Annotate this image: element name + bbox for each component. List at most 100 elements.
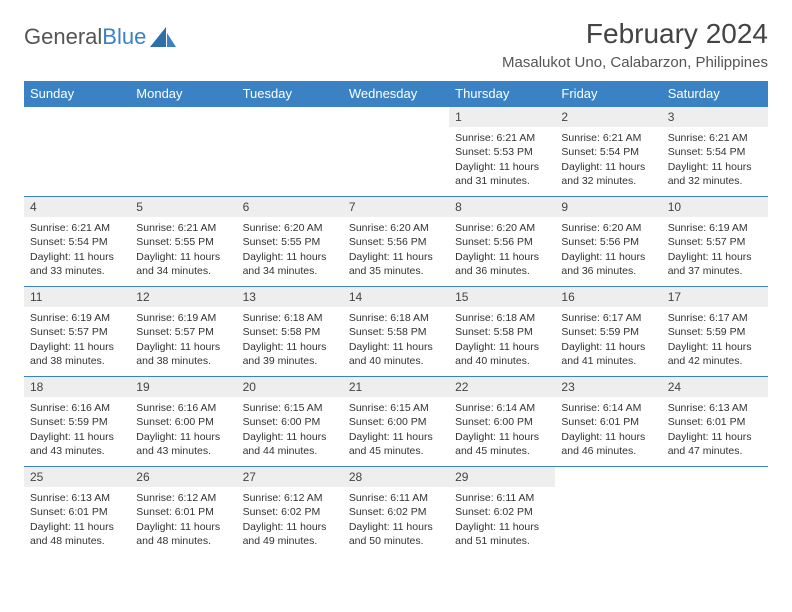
- calendar-day-cell: 4Sunrise: 6:21 AMSunset: 5:54 PMDaylight…: [24, 197, 130, 287]
- day-number: 7: [343, 197, 449, 217]
- sunrise-text: Sunrise: 6:21 AM: [668, 131, 762, 145]
- calendar-day-cell: 5Sunrise: 6:21 AMSunset: 5:55 PMDaylight…: [130, 197, 236, 287]
- calendar-day-cell: 20Sunrise: 6:15 AMSunset: 6:00 PMDayligh…: [237, 377, 343, 467]
- day-content: Sunrise: 6:19 AMSunset: 5:57 PMDaylight:…: [130, 307, 236, 374]
- weekday-header: Wednesday: [343, 81, 449, 107]
- calendar-day-cell: [237, 107, 343, 197]
- daylight-text: Daylight: 11 hours: [243, 520, 337, 534]
- sunset-text: Sunset: 5:53 PM: [455, 145, 549, 159]
- day-number: 4: [24, 197, 130, 217]
- daylight-text: Daylight: 11 hours: [136, 430, 230, 444]
- daylight-text: and 40 minutes.: [455, 354, 549, 368]
- day-content: Sunrise: 6:14 AMSunset: 6:01 PMDaylight:…: [555, 397, 661, 464]
- daylight-text: Daylight: 11 hours: [561, 250, 655, 264]
- day-content: [662, 487, 768, 497]
- day-content: Sunrise: 6:13 AMSunset: 6:01 PMDaylight:…: [662, 397, 768, 464]
- daylight-text: Daylight: 11 hours: [455, 250, 549, 264]
- daylight-text: Daylight: 11 hours: [136, 250, 230, 264]
- day-content: Sunrise: 6:14 AMSunset: 6:00 PMDaylight:…: [449, 397, 555, 464]
- day-number: 8: [449, 197, 555, 217]
- weekday-header: Saturday: [662, 81, 768, 107]
- calendar-week-row: 25Sunrise: 6:13 AMSunset: 6:01 PMDayligh…: [24, 467, 768, 557]
- daylight-text: Daylight: 11 hours: [243, 430, 337, 444]
- calendar-day-cell: 12Sunrise: 6:19 AMSunset: 5:57 PMDayligh…: [130, 287, 236, 377]
- weekday-header: Tuesday: [237, 81, 343, 107]
- daylight-text: Daylight: 11 hours: [561, 430, 655, 444]
- day-content: Sunrise: 6:17 AMSunset: 5:59 PMDaylight:…: [555, 307, 661, 374]
- sunrise-text: Sunrise: 6:20 AM: [561, 221, 655, 235]
- calendar-day-cell: [555, 467, 661, 557]
- daylight-text: Daylight: 11 hours: [668, 250, 762, 264]
- location-subtitle: Masalukot Uno, Calabarzon, Philippines: [502, 54, 768, 71]
- daylight-text: Daylight: 11 hours: [561, 160, 655, 174]
- sunrise-text: Sunrise: 6:13 AM: [668, 401, 762, 415]
- sunset-text: Sunset: 6:01 PM: [668, 415, 762, 429]
- brand-part1: General: [24, 24, 102, 50]
- day-content: [343, 127, 449, 137]
- daylight-text: and 43 minutes.: [30, 444, 124, 458]
- day-number: 10: [662, 197, 768, 217]
- day-content: Sunrise: 6:15 AMSunset: 6:00 PMDaylight:…: [237, 397, 343, 464]
- daylight-text: and 51 minutes.: [455, 534, 549, 548]
- day-content: Sunrise: 6:20 AMSunset: 5:55 PMDaylight:…: [237, 217, 343, 284]
- daylight-text: and 31 minutes.: [455, 174, 549, 188]
- daylight-text: Daylight: 11 hours: [349, 430, 443, 444]
- sunset-text: Sunset: 6:00 PM: [349, 415, 443, 429]
- day-number: 20: [237, 377, 343, 397]
- day-content: Sunrise: 6:20 AMSunset: 5:56 PMDaylight:…: [449, 217, 555, 284]
- day-number: 12: [130, 287, 236, 307]
- sunrise-text: Sunrise: 6:16 AM: [30, 401, 124, 415]
- day-number: 22: [449, 377, 555, 397]
- sunset-text: Sunset: 5:57 PM: [136, 325, 230, 339]
- sunrise-text: Sunrise: 6:19 AM: [136, 311, 230, 325]
- calendar-day-cell: 11Sunrise: 6:19 AMSunset: 5:57 PMDayligh…: [24, 287, 130, 377]
- day-content: Sunrise: 6:16 AMSunset: 5:59 PMDaylight:…: [24, 397, 130, 464]
- day-content: Sunrise: 6:16 AMSunset: 6:00 PMDaylight:…: [130, 397, 236, 464]
- daylight-text: Daylight: 11 hours: [136, 340, 230, 354]
- day-number: 15: [449, 287, 555, 307]
- sunrise-text: Sunrise: 6:15 AM: [243, 401, 337, 415]
- day-number: 9: [555, 197, 661, 217]
- brand-part2: Blue: [102, 24, 146, 50]
- sunset-text: Sunset: 5:58 PM: [243, 325, 337, 339]
- calendar-day-cell: 18Sunrise: 6:16 AMSunset: 5:59 PMDayligh…: [24, 377, 130, 467]
- daylight-text: Daylight: 11 hours: [349, 340, 443, 354]
- calendar-week-row: 11Sunrise: 6:19 AMSunset: 5:57 PMDayligh…: [24, 287, 768, 377]
- daylight-text: Daylight: 11 hours: [455, 340, 549, 354]
- calendar-day-cell: 19Sunrise: 6:16 AMSunset: 6:00 PMDayligh…: [130, 377, 236, 467]
- day-content: Sunrise: 6:11 AMSunset: 6:02 PMDaylight:…: [343, 487, 449, 554]
- sunrise-text: Sunrise: 6:17 AM: [668, 311, 762, 325]
- daylight-text: Daylight: 11 hours: [243, 340, 337, 354]
- calendar-day-cell: 25Sunrise: 6:13 AMSunset: 6:01 PMDayligh…: [24, 467, 130, 557]
- day-number: 29: [449, 467, 555, 487]
- sunset-text: Sunset: 6:00 PM: [455, 415, 549, 429]
- sunset-text: Sunset: 6:02 PM: [455, 505, 549, 519]
- calendar-day-cell: [130, 107, 236, 197]
- daylight-text: and 42 minutes.: [668, 354, 762, 368]
- sunset-text: Sunset: 5:58 PM: [455, 325, 549, 339]
- day-number: 1: [449, 107, 555, 127]
- calendar-table: Sunday Monday Tuesday Wednesday Thursday…: [24, 81, 768, 557]
- day-content: Sunrise: 6:21 AMSunset: 5:53 PMDaylight:…: [449, 127, 555, 194]
- sunrise-text: Sunrise: 6:20 AM: [455, 221, 549, 235]
- day-content: Sunrise: 6:13 AMSunset: 6:01 PMDaylight:…: [24, 487, 130, 554]
- day-content: Sunrise: 6:18 AMSunset: 5:58 PMDaylight:…: [343, 307, 449, 374]
- daylight-text: Daylight: 11 hours: [136, 520, 230, 534]
- sunset-text: Sunset: 5:59 PM: [561, 325, 655, 339]
- day-number: 2: [555, 107, 661, 127]
- daylight-text: Daylight: 11 hours: [30, 430, 124, 444]
- sunrise-text: Sunrise: 6:21 AM: [561, 131, 655, 145]
- daylight-text: Daylight: 11 hours: [668, 430, 762, 444]
- sunset-text: Sunset: 5:55 PM: [136, 235, 230, 249]
- daylight-text: and 48 minutes.: [136, 534, 230, 548]
- sunrise-text: Sunrise: 6:21 AM: [30, 221, 124, 235]
- sunrise-text: Sunrise: 6:18 AM: [455, 311, 549, 325]
- day-number: 23: [555, 377, 661, 397]
- daylight-text: and 36 minutes.: [455, 264, 549, 278]
- weekday-header: Monday: [130, 81, 236, 107]
- sunset-text: Sunset: 6:01 PM: [136, 505, 230, 519]
- weekday-header-row: Sunday Monday Tuesday Wednesday Thursday…: [24, 81, 768, 107]
- daylight-text: and 39 minutes.: [243, 354, 337, 368]
- day-number: 18: [24, 377, 130, 397]
- calendar-day-cell: 22Sunrise: 6:14 AMSunset: 6:00 PMDayligh…: [449, 377, 555, 467]
